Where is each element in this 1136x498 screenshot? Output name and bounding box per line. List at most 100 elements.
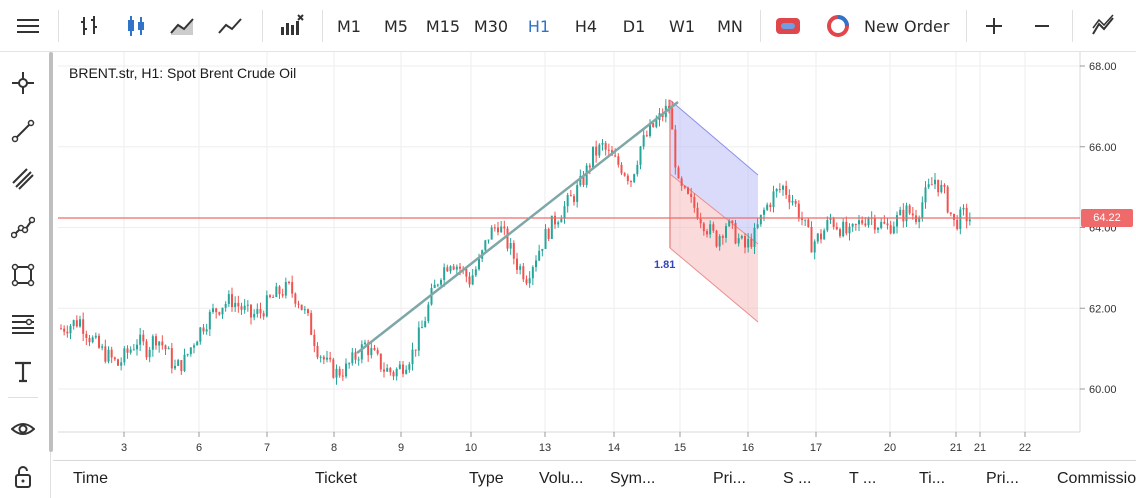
tf-m1[interactable]: M1 [337, 16, 361, 36]
candle-body [107, 349, 110, 362]
tf-mn[interactable]: MN [717, 16, 743, 36]
candle-body [66, 331, 69, 334]
candle-body [259, 309, 262, 314]
current-price-label: 64.22 [1081, 209, 1133, 227]
x-tick-label: 14 [608, 442, 620, 454]
candle-body [265, 295, 268, 317]
candle-body [595, 146, 598, 156]
candle-body [756, 224, 759, 228]
fibonacci-icon[interactable] [7, 307, 39, 339]
tf-m5[interactable]: M5 [384, 16, 408, 36]
candle-body [940, 184, 943, 193]
candle-body [398, 364, 401, 369]
tf-m15[interactable]: M15 [425, 16, 461, 36]
candlestick-chart-icon[interactable] [118, 8, 154, 44]
channel-icon[interactable] [7, 163, 39, 195]
time-axis[interactable]: 3 6 7 8 9 10 13 14 15 16 17 20 21 21 22 [58, 431, 1080, 454]
candle-body [129, 349, 132, 353]
tf-h4[interactable]: H4 [574, 16, 598, 36]
candle-body [823, 230, 826, 240]
candle-body [218, 312, 221, 315]
col-tp[interactable]: T ... [849, 470, 877, 487]
candle-body [889, 225, 892, 234]
col-price[interactable]: Pri... [713, 470, 746, 487]
candle-body [839, 229, 841, 237]
trade-mode-icon[interactable] [770, 8, 806, 44]
x-tick-label: 13 [539, 442, 551, 454]
indicators-icon[interactable] [272, 8, 312, 44]
col-ticket[interactable]: Ticket [315, 470, 358, 487]
candle-body [341, 375, 344, 377]
candle-body [98, 335, 100, 348]
candle-body [579, 175, 582, 186]
y-tick-label: 68.00 [1089, 61, 1117, 73]
line-chart-icon[interactable] [212, 8, 248, 44]
candle-body [490, 227, 493, 240]
candle-body [240, 306, 243, 310]
candle-body [246, 304, 249, 306]
toolbar-scrollbar[interactable] [49, 52, 53, 452]
x-tick-label: 9 [398, 442, 404, 454]
drawing-toolbar [0, 52, 51, 498]
candle-body [544, 228, 547, 249]
tf-m30[interactable]: M30 [473, 16, 509, 36]
col-time[interactable]: Time [73, 470, 108, 487]
zoom-in-icon[interactable] [976, 8, 1012, 44]
col-commission[interactable]: Commissio [1057, 470, 1136, 487]
candle-body [313, 334, 316, 346]
candle-body [652, 123, 655, 127]
candle-body [744, 236, 746, 248]
col-type[interactable]: Type [469, 470, 504, 487]
polyline-icon[interactable] [7, 211, 39, 243]
candle-body [310, 313, 313, 335]
candle-body [75, 320, 78, 327]
tf-h1[interactable]: H1 [527, 16, 551, 36]
candle-body [630, 181, 632, 183]
crosshair-icon[interactable] [7, 67, 39, 99]
candle-body [598, 144, 601, 156]
candle-body [886, 223, 889, 226]
new-order-button[interactable]: New Order [826, 8, 950, 44]
position-profit-zone[interactable] [670, 100, 758, 244]
visibility-eye-icon[interactable] [7, 413, 39, 445]
candle-body [487, 239, 490, 241]
indicator-settings-icon[interactable] [1086, 8, 1122, 44]
x-tick-label: 16 [742, 442, 754, 454]
zoom-out-icon[interactable] [1024, 8, 1060, 44]
col-time2[interactable]: Ti... [919, 470, 946, 487]
candle-body [275, 286, 278, 297]
shapes-icon[interactable] [7, 259, 39, 291]
trend-line[interactable] [356, 101, 679, 354]
lock-icon[interactable] [7, 461, 39, 493]
candle-body [338, 368, 341, 376]
candle-body [693, 197, 696, 208]
candle-body [443, 267, 446, 280]
candle-body [85, 333, 88, 339]
candle-body [234, 302, 237, 308]
tf-d1[interactable]: D1 [622, 16, 646, 36]
candle-body [180, 360, 183, 372]
candle-body [573, 196, 575, 202]
area-chart-icon[interactable] [164, 8, 200, 44]
candle-body [918, 217, 921, 222]
col-sl[interactable]: S ... [783, 470, 812, 487]
col-price2[interactable]: Pri... [986, 470, 1019, 487]
trendline-icon[interactable] [7, 115, 39, 147]
candle-body [535, 260, 537, 268]
col-symbol[interactable]: Sym... [610, 470, 656, 487]
text-icon[interactable] [7, 355, 39, 387]
position-loss-zone[interactable] [670, 174, 758, 322]
new-order-label: New Order [864, 16, 950, 36]
tf-w1[interactable]: W1 [669, 16, 695, 36]
menu-icon[interactable] [10, 8, 46, 44]
candle-body [858, 220, 860, 225]
candle-body [376, 350, 379, 354]
candle-body [804, 219, 807, 221]
col-volume[interactable]: Volu... [539, 470, 584, 487]
bar-chart-icon[interactable] [72, 8, 108, 44]
chart-area[interactable]: 68.00 66.00 64.00 62.00 60.00 3 6 7 8 9 10 13 14 15 1… [53, 52, 1136, 460]
candle-body [908, 205, 911, 214]
candle-body [452, 266, 455, 270]
